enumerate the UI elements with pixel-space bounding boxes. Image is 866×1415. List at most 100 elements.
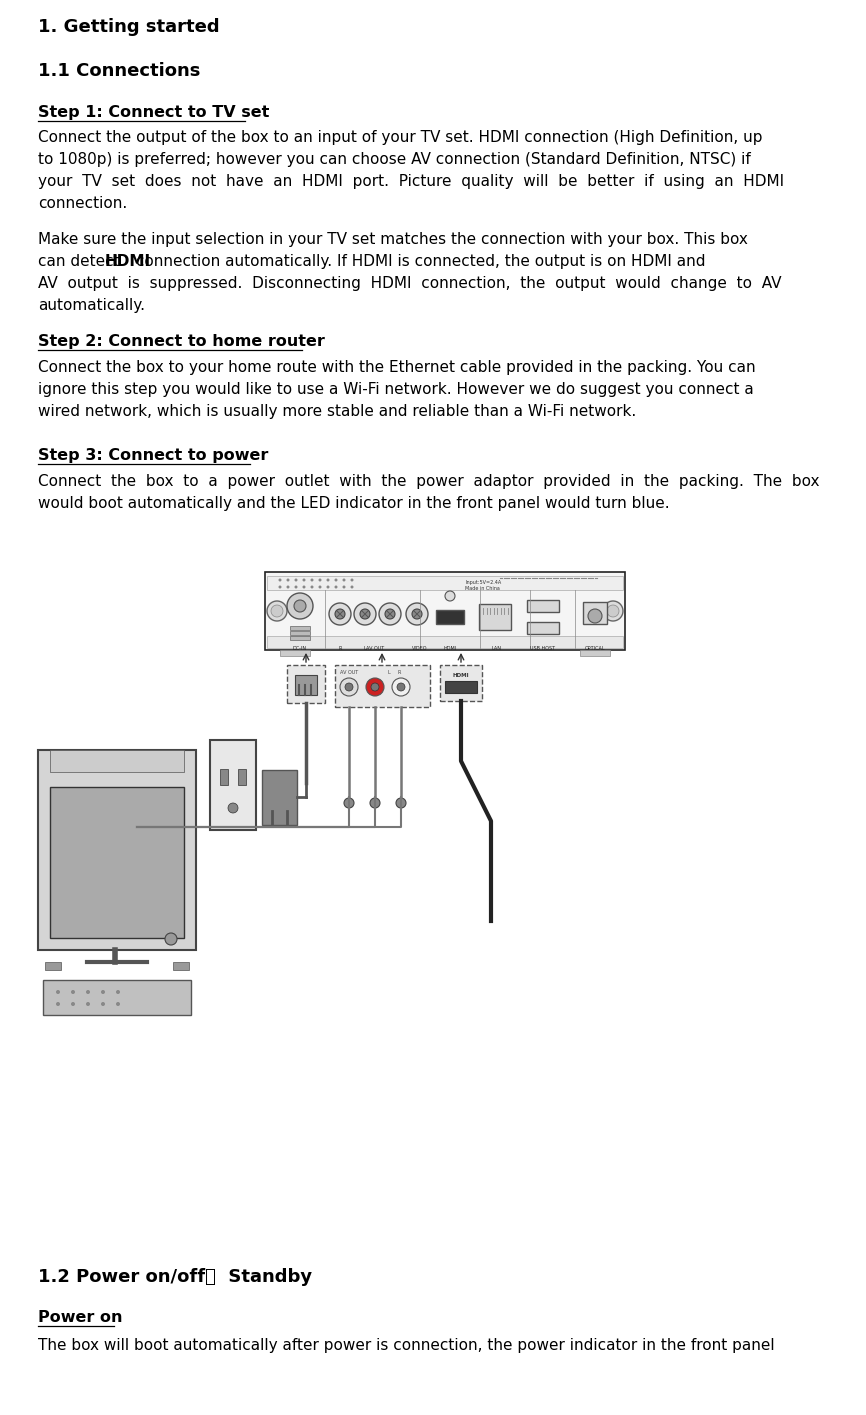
Circle shape xyxy=(101,990,105,993)
Circle shape xyxy=(101,1002,105,1006)
Text: DC-IN: DC-IN xyxy=(293,647,307,651)
Circle shape xyxy=(371,683,379,691)
Circle shape xyxy=(86,990,90,993)
Text: HDMI: HDMI xyxy=(105,255,151,269)
Bar xyxy=(210,740,256,831)
Text: can detect: can detect xyxy=(38,255,125,269)
Circle shape xyxy=(342,579,346,582)
Bar xyxy=(290,631,310,635)
Text: Input:5V=2.4A: Input:5V=2.4A xyxy=(465,580,501,584)
Circle shape xyxy=(370,798,380,808)
Circle shape xyxy=(294,600,306,613)
Circle shape xyxy=(588,608,602,623)
Bar xyxy=(335,665,430,708)
Circle shape xyxy=(294,579,298,582)
Text: HDMI: HDMI xyxy=(443,647,456,651)
Text: Connect the output of the box to an input of your TV set. HDMI connection (High : Connect the output of the box to an inpu… xyxy=(38,130,762,144)
Text: 1.1 Connections: 1.1 Connections xyxy=(38,62,200,81)
Text: Connect the box to your home route with the Ethernet cable provided in the packi: Connect the box to your home route with … xyxy=(38,359,756,375)
Circle shape xyxy=(116,990,120,993)
Bar xyxy=(267,576,623,590)
Text: ignore this step you would like to use a Wi-Fi network. However we do suggest yo: ignore this step you would like to use a… xyxy=(38,382,753,398)
Text: Step 2: Connect to home router: Step 2: Connect to home router xyxy=(38,334,325,350)
Bar xyxy=(50,787,184,938)
Circle shape xyxy=(360,608,370,618)
Text: Step 1: Connect to TV set: Step 1: Connect to TV set xyxy=(38,105,275,120)
Text: Make sure the input selection in your TV set matches the connection with your bo: Make sure the input selection in your TV… xyxy=(38,232,748,248)
Text: to 1080p) is preferred; however you can choose AV connection (Standard Definitio: to 1080p) is preferred; however you can … xyxy=(38,151,751,167)
Circle shape xyxy=(71,990,75,993)
Text: wired network, which is usually more stable and reliable than a Wi-Fi network.: wired network, which is usually more sta… xyxy=(38,405,637,419)
Circle shape xyxy=(294,586,298,589)
Text: 1.2 Power on/off，  Standby: 1.2 Power on/off， Standby xyxy=(38,1268,312,1286)
Circle shape xyxy=(335,608,345,618)
Circle shape xyxy=(334,586,338,589)
Bar xyxy=(267,635,623,648)
Bar xyxy=(280,649,310,657)
Circle shape xyxy=(165,932,177,945)
Circle shape xyxy=(345,683,353,691)
Circle shape xyxy=(319,586,321,589)
Circle shape xyxy=(287,579,289,582)
Circle shape xyxy=(354,603,376,625)
Circle shape xyxy=(344,798,354,808)
Bar xyxy=(45,962,61,971)
Circle shape xyxy=(412,608,422,618)
Bar xyxy=(287,665,325,703)
Bar xyxy=(290,625,310,630)
Circle shape xyxy=(392,678,410,696)
Circle shape xyxy=(326,579,329,582)
Circle shape xyxy=(279,586,281,589)
Text: R: R xyxy=(339,647,342,651)
Circle shape xyxy=(603,601,623,621)
Text: automatically.: automatically. xyxy=(38,299,145,313)
Circle shape xyxy=(287,586,289,589)
Bar xyxy=(43,981,191,1015)
Circle shape xyxy=(342,586,346,589)
Circle shape xyxy=(396,798,406,808)
Text: your  TV  set  does  not  have  an  HDMI  port.  Picture  quality  will  be  bet: your TV set does not have an HDMI port. … xyxy=(38,174,784,190)
Circle shape xyxy=(366,678,384,696)
Text: The box will boot automatically after power is connection, the power indicator i: The box will boot automatically after po… xyxy=(38,1339,774,1353)
Text: VIDEO: VIDEO xyxy=(412,647,428,651)
Bar xyxy=(262,770,297,825)
Circle shape xyxy=(329,603,351,625)
Circle shape xyxy=(385,608,395,618)
Circle shape xyxy=(279,579,281,582)
Circle shape xyxy=(445,591,455,601)
Bar xyxy=(479,604,511,630)
Text: L: L xyxy=(364,647,366,651)
Circle shape xyxy=(351,579,353,582)
Text: Power on: Power on xyxy=(38,1310,122,1324)
Text: would boot automatically and the LED indicator in the front panel would turn blu: would boot automatically and the LED ind… xyxy=(38,497,669,511)
Bar xyxy=(436,610,464,624)
Circle shape xyxy=(116,1002,120,1006)
Circle shape xyxy=(340,678,358,696)
Circle shape xyxy=(326,586,329,589)
Bar xyxy=(527,600,559,613)
Circle shape xyxy=(379,603,401,625)
Text: L: L xyxy=(387,669,390,675)
Bar xyxy=(38,750,196,949)
Bar xyxy=(527,623,559,634)
Circle shape xyxy=(56,1002,60,1006)
Circle shape xyxy=(56,990,60,993)
Bar xyxy=(583,601,607,624)
Bar xyxy=(50,750,184,773)
Text: USB HOST: USB HOST xyxy=(531,647,556,651)
Bar xyxy=(173,962,189,971)
Text: AV OUT: AV OUT xyxy=(365,647,385,651)
Bar xyxy=(290,635,310,640)
Circle shape xyxy=(267,601,287,621)
Circle shape xyxy=(319,579,321,582)
Circle shape xyxy=(228,802,238,814)
Bar xyxy=(580,649,610,657)
Text: R: R xyxy=(397,669,400,675)
Text: Step 3: Connect to power: Step 3: Connect to power xyxy=(38,449,268,463)
Text: connection automatically. If HDMI is connected, the output is on HDMI and: connection automatically. If HDMI is con… xyxy=(131,255,706,269)
Circle shape xyxy=(311,579,313,582)
Circle shape xyxy=(71,1002,75,1006)
Bar xyxy=(295,675,317,695)
Bar xyxy=(238,768,246,785)
Circle shape xyxy=(287,593,313,618)
